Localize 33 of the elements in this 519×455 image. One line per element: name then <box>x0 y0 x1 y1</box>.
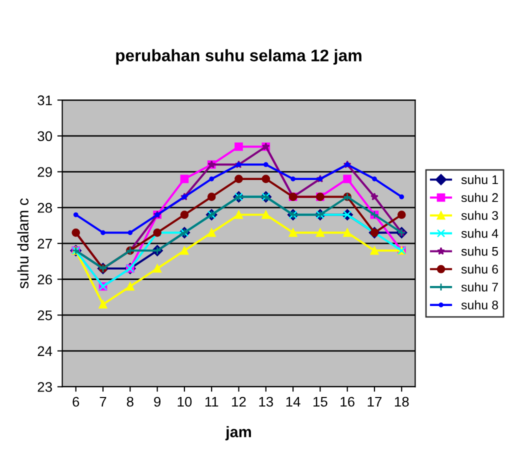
y-tick-label: 27 <box>38 238 52 248</box>
x-tick-label: 9 <box>154 396 160 407</box>
legend-label: suhu 5 <box>461 246 498 256</box>
y-tick-label: 25 <box>38 310 52 320</box>
legend-label: suhu 2 <box>461 192 498 202</box>
x-tick-label: 15 <box>314 396 328 407</box>
x-tick-label: 14 <box>286 396 300 407</box>
chart-title: perubahan suhu selama 12 jam <box>116 49 362 65</box>
x-tick-label: 18 <box>394 396 409 407</box>
legend-label: suhu 4 <box>461 228 498 238</box>
y-tick-label: 24 <box>38 346 52 356</box>
y-tick-label: 28 <box>38 202 52 213</box>
x-tick-label: 6 <box>72 396 80 407</box>
x-tick-label: 7 <box>100 396 106 407</box>
x-tick-label: 8 <box>126 396 134 407</box>
y-tick-label: 29 <box>38 167 52 177</box>
x-tick-label: 10 <box>178 396 192 407</box>
legend-label: suhu 3 <box>461 210 498 220</box>
y-tick-label: 30 <box>38 131 52 142</box>
y-tick-label: 23 <box>38 382 52 392</box>
x-tick-label: 11 <box>205 396 218 407</box>
y-tick-label: 31 <box>38 95 52 106</box>
x-tick-label: 12 <box>232 396 246 407</box>
x-tick-label: 17 <box>368 396 382 407</box>
x-axis-title: jam <box>225 426 251 440</box>
x-tick-label: 13 <box>259 396 273 407</box>
legend-label: suhu 8 <box>461 300 498 310</box>
legend-label: suhu 1 <box>461 174 498 184</box>
x-tick-label: 16 <box>340 396 354 407</box>
y-tick-label: 26 <box>38 274 52 284</box>
y-axis-title: suhu dalam c <box>17 198 29 288</box>
legend-label: suhu 6 <box>461 264 498 274</box>
legend-label: suhu 7 <box>461 282 498 292</box>
